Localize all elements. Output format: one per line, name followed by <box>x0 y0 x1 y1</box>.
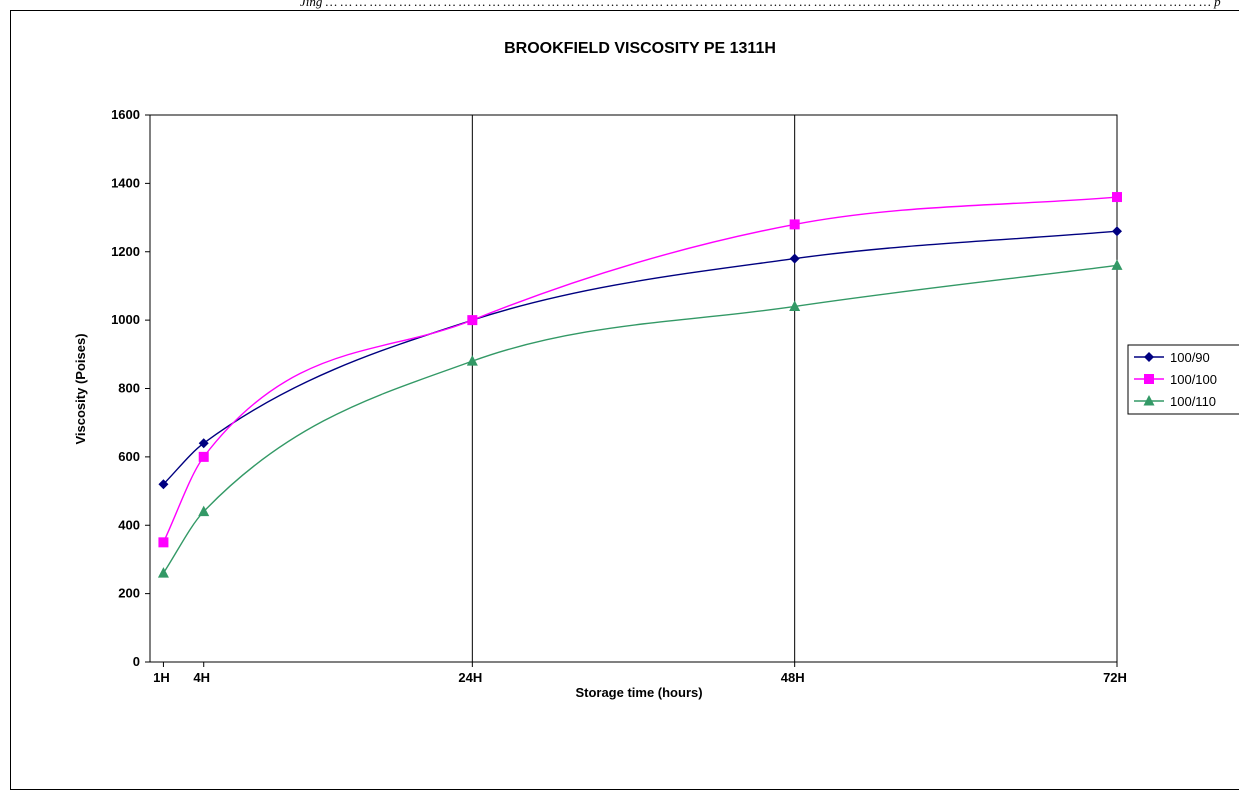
top-caption: Jing … … … … … … … … … … … … … … … … … …… <box>300 0 1221 9</box>
y-tick-label: 1200 <box>111 244 140 259</box>
data-point-2-3 <box>789 300 801 311</box>
chart-title: BROOKFIELD VISCOSITY PE 1311H <box>504 40 776 57</box>
gridlines <box>471 115 796 662</box>
y-tick-label: 200 <box>118 586 140 601</box>
x-tick-label: 24H <box>458 670 482 685</box>
legend-marker <box>1144 352 1154 362</box>
legend: 100/90 100/100 100/110 <box>1127 344 1239 415</box>
y-tick-label: 1000 <box>111 312 140 327</box>
series-line-1 <box>162 196 1118 543</box>
viscosity-chart: BROOKFIELD VISCOSITY PE 1311H Storage ti… <box>73 40 1239 700</box>
data-point-2-0 <box>157 567 169 578</box>
legend-label: 100/100 <box>1170 372 1217 387</box>
data-point-0-4 <box>1112 226 1122 237</box>
y-tick-label: 1400 <box>111 175 140 190</box>
y-tick-label: 0 <box>133 654 140 669</box>
series-line-2 <box>162 264 1118 574</box>
axis-ticks: 0 200 400 600 800 1000 1200 1400 1600 1H 4H 24H 48H 7… <box>111 107 1127 685</box>
series-layer <box>157 192 1123 578</box>
x-tick-label: 72H <box>1103 670 1127 685</box>
x-axis-title: Storage time (hours) <box>575 685 702 700</box>
y-axis-title: Viscosity (Poises) <box>73 333 88 444</box>
legend-label: 100/110 <box>1170 394 1216 409</box>
series-line-0 <box>162 230 1118 485</box>
legend-marker <box>1143 395 1155 406</box>
data-point-1-2 <box>467 315 478 326</box>
data-point-2-4 <box>1111 259 1123 270</box>
y-tick-label: 600 <box>118 449 140 464</box>
y-tick-label: 400 <box>118 517 140 532</box>
legend-marker <box>1144 374 1154 384</box>
data-point-0-0 <box>158 479 169 490</box>
y-tick-label: 1600 <box>111 107 140 122</box>
data-point-1-3 <box>789 219 800 230</box>
data-point-1-1 <box>198 451 209 462</box>
data-point-1-0 <box>158 537 169 548</box>
data-point-1-4 <box>1112 192 1122 203</box>
x-tick-label: 4H <box>193 670 210 685</box>
data-point-0-1 <box>198 438 209 449</box>
plot-area <box>149 114 1118 663</box>
data-point-2-1 <box>198 505 210 517</box>
x-tick-label: 1H <box>153 670 170 685</box>
data-point-0-3 <box>789 253 800 264</box>
x-tick-label: 48H <box>781 670 805 685</box>
y-tick-label: 800 <box>118 381 140 396</box>
legend-label: 100/90 <box>1170 350 1210 365</box>
data-point-2-2 <box>466 355 478 366</box>
